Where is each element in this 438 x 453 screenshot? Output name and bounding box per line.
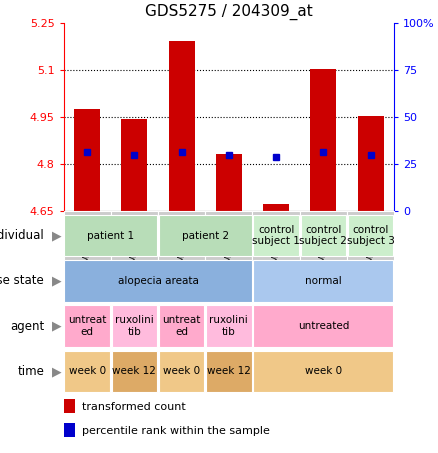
Bar bbox=[74, 109, 100, 211]
Text: ▶: ▶ bbox=[52, 320, 61, 333]
Bar bbox=[263, 204, 289, 211]
Text: ruxolini
tib: ruxolini tib bbox=[209, 315, 248, 337]
Bar bbox=[254, 305, 393, 347]
Bar bbox=[300, 211, 347, 263]
Text: ruxolini
tib: ruxolini tib bbox=[115, 315, 154, 337]
Text: transformed count: transformed count bbox=[82, 402, 185, 412]
Text: ▶: ▶ bbox=[52, 229, 61, 242]
Bar bbox=[159, 215, 251, 256]
Text: week 12: week 12 bbox=[207, 366, 251, 376]
Bar bbox=[206, 351, 251, 392]
Text: untreat
ed: untreat ed bbox=[68, 315, 106, 337]
Bar bbox=[357, 116, 384, 211]
Bar bbox=[254, 215, 299, 256]
Bar bbox=[252, 211, 300, 263]
Text: control
subject 1: control subject 1 bbox=[252, 225, 300, 246]
Text: ▶: ▶ bbox=[52, 275, 61, 287]
Bar bbox=[158, 211, 205, 263]
Bar bbox=[206, 305, 251, 347]
Text: week 0: week 0 bbox=[305, 366, 342, 376]
Bar bbox=[64, 305, 110, 347]
Text: agent: agent bbox=[10, 320, 44, 333]
Bar bbox=[112, 305, 157, 347]
Text: GSM1414318: GSM1414318 bbox=[366, 213, 375, 274]
Bar bbox=[121, 119, 147, 211]
Bar bbox=[205, 211, 252, 263]
Bar bbox=[159, 305, 204, 347]
Bar bbox=[254, 351, 393, 392]
Bar bbox=[347, 211, 394, 263]
Text: week 0: week 0 bbox=[69, 366, 106, 376]
Text: disease state: disease state bbox=[0, 275, 44, 287]
Text: percentile rank within the sample: percentile rank within the sample bbox=[82, 425, 269, 435]
Text: time: time bbox=[17, 365, 44, 378]
Bar bbox=[64, 351, 110, 392]
Bar bbox=[64, 211, 111, 263]
Bar bbox=[348, 215, 393, 256]
Bar bbox=[159, 351, 204, 392]
Text: patient 2: patient 2 bbox=[182, 231, 229, 241]
Text: untreat
ed: untreat ed bbox=[162, 315, 201, 337]
Text: GSM1414316: GSM1414316 bbox=[272, 213, 281, 274]
Bar bbox=[64, 423, 75, 437]
Text: normal: normal bbox=[305, 276, 342, 286]
Text: GSM1414313: GSM1414313 bbox=[130, 213, 139, 274]
Text: GSM1414312: GSM1414312 bbox=[83, 213, 92, 274]
Text: week 12: week 12 bbox=[113, 366, 156, 376]
Bar bbox=[64, 399, 75, 413]
Text: week 0: week 0 bbox=[163, 366, 200, 376]
Text: control
subject 2: control subject 2 bbox=[300, 225, 347, 246]
Bar bbox=[64, 215, 157, 256]
Text: GSM1414315: GSM1414315 bbox=[224, 213, 233, 274]
Text: control
subject 3: control subject 3 bbox=[346, 225, 395, 246]
Title: GDS5275 / 204309_at: GDS5275 / 204309_at bbox=[145, 4, 313, 20]
Text: patient 1: patient 1 bbox=[87, 231, 134, 241]
Text: untreated: untreated bbox=[298, 321, 349, 331]
Bar bbox=[64, 260, 251, 302]
Bar bbox=[300, 215, 346, 256]
Text: GSM1414317: GSM1414317 bbox=[319, 213, 328, 274]
Bar bbox=[216, 154, 242, 211]
Bar bbox=[254, 260, 393, 302]
Text: individual: individual bbox=[0, 229, 44, 242]
Text: GSM1414314: GSM1414314 bbox=[177, 213, 186, 274]
Bar bbox=[169, 41, 194, 211]
Bar bbox=[111, 211, 158, 263]
Bar bbox=[311, 69, 336, 211]
Text: alopecia areata: alopecia areata bbox=[117, 276, 198, 286]
Bar bbox=[112, 351, 157, 392]
Text: ▶: ▶ bbox=[52, 365, 61, 378]
